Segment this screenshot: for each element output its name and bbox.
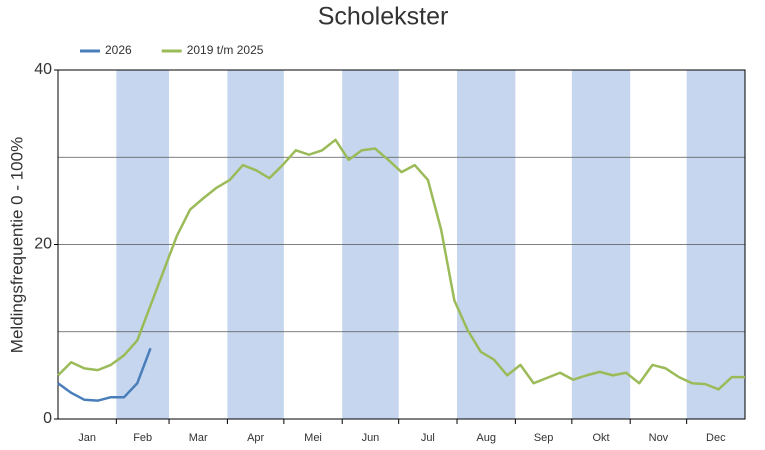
x-tick-label: Feb bbox=[133, 432, 152, 444]
series-line bbox=[57, 347, 152, 402]
x-tick-label: Jun bbox=[362, 432, 380, 444]
x-tick-label: Apr bbox=[247, 432, 264, 444]
x-tick-label: Sep bbox=[534, 432, 554, 444]
chart-title: Scholekster bbox=[318, 3, 449, 31]
series-line bbox=[57, 138, 745, 391]
x-tick-label: Aug bbox=[476, 432, 496, 444]
legend-label: 2026 bbox=[105, 43, 132, 57]
legend-label: 2019 t/m 2025 bbox=[187, 43, 264, 57]
x-tick-label: Okt bbox=[592, 432, 609, 444]
x-tick-label: Mei bbox=[304, 432, 322, 444]
y-tick-label: 0 bbox=[43, 410, 52, 427]
x-tick-label: Jan bbox=[78, 432, 96, 444]
x-tick-label: Mar bbox=[189, 432, 208, 444]
y-tick-label: 40 bbox=[34, 61, 52, 78]
x-tick-label: Nov bbox=[649, 432, 669, 444]
plot-frame bbox=[57, 69, 746, 420]
y-axis-label: Meldingsfrequentie 0 - 100% bbox=[7, 137, 26, 353]
x-tick-label: Dec bbox=[706, 432, 726, 444]
x-tick-label: Jul bbox=[421, 432, 435, 444]
y-tick-label: 20 bbox=[34, 236, 52, 253]
